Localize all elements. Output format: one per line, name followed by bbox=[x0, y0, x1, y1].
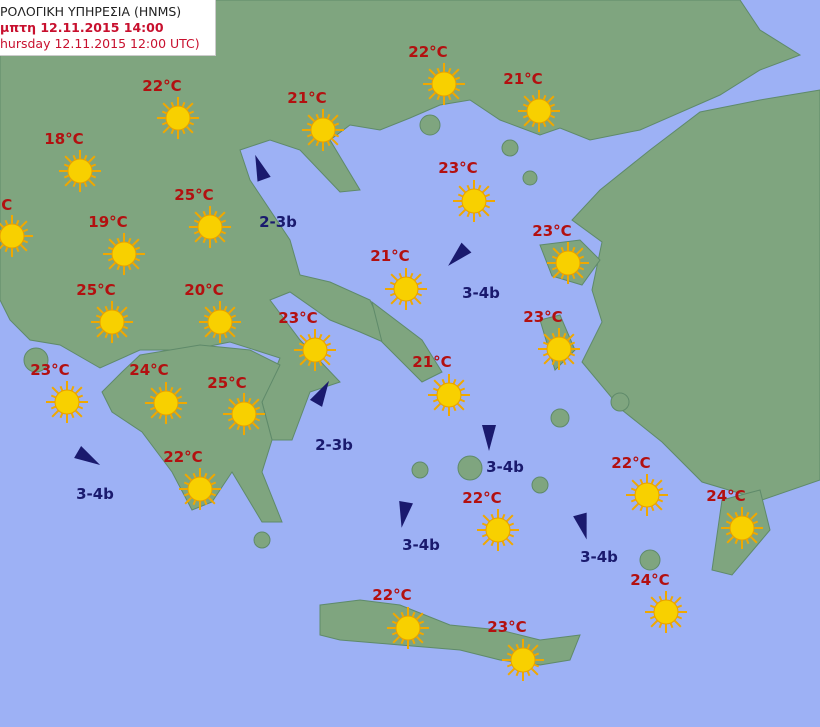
island bbox=[23, 347, 49, 373]
wind-force-label: 3-4b bbox=[402, 536, 440, 554]
temperature-label: 23°C bbox=[278, 309, 318, 327]
temperature-label: 25°C bbox=[76, 281, 116, 299]
map-header: ΡΟΛΟΓΙΚΗ ΥΠΗΡΕΣΙΑ (HNMS) μπτη 12.11.2015… bbox=[0, 0, 216, 56]
wind-arrow-icon bbox=[474, 422, 504, 452]
wind-arrow-icon bbox=[245, 153, 275, 183]
sun-icon bbox=[301, 108, 345, 152]
land-peloponnese bbox=[101, 344, 283, 523]
wind-arrow-icon bbox=[568, 511, 598, 541]
sun-icon bbox=[222, 392, 266, 436]
temperature-label: 23°C bbox=[438, 159, 478, 177]
temperature-label: 23°C bbox=[30, 361, 70, 379]
agency-title: ΡΟΛΟΓΙΚΗ ΥΠΗΡΕΣΙΑ (HNMS) bbox=[0, 4, 182, 19]
sun-icon bbox=[384, 267, 428, 311]
sun-icon bbox=[386, 606, 430, 650]
sun-icon bbox=[293, 328, 337, 372]
temperature-label: 21°C bbox=[503, 70, 543, 88]
sun-icon bbox=[517, 89, 561, 133]
sun-icon bbox=[188, 205, 232, 249]
temperature-label: 25°C bbox=[174, 186, 214, 204]
sun-icon bbox=[537, 327, 581, 371]
sun-icon bbox=[427, 373, 471, 417]
sun-icon bbox=[90, 300, 134, 344]
wind-force-label: 3-4b bbox=[580, 548, 618, 566]
island bbox=[501, 139, 519, 157]
sun-icon bbox=[422, 62, 466, 106]
wind-force-label: 3-4b bbox=[486, 458, 524, 476]
island bbox=[531, 476, 549, 494]
temperature-label: 23°C bbox=[532, 222, 572, 240]
temperature-label: 23°C bbox=[487, 618, 527, 636]
island bbox=[550, 408, 570, 428]
sun-icon bbox=[476, 508, 520, 552]
sun-icon bbox=[198, 300, 242, 344]
temperature-label: 22°C bbox=[611, 454, 651, 472]
land-evia bbox=[371, 300, 443, 383]
sun-icon bbox=[102, 232, 146, 276]
temperature-label: 22°C bbox=[408, 43, 448, 61]
temperature-label: 22°C bbox=[462, 489, 502, 507]
temperature-label: 22°C bbox=[163, 448, 203, 466]
island bbox=[610, 392, 630, 412]
island bbox=[639, 549, 661, 571]
island bbox=[411, 461, 429, 479]
utc-datetime: hursday 12.11.2015 12:00 UTC) bbox=[0, 36, 200, 51]
land-mainland bbox=[0, 0, 802, 441]
temperature-label: 25°C bbox=[207, 374, 247, 392]
temperature-label: 23°C bbox=[523, 308, 563, 326]
island bbox=[253, 531, 271, 549]
sun-icon bbox=[45, 380, 89, 424]
wind-arrow-icon bbox=[443, 241, 473, 271]
temperature-label: 18°C bbox=[44, 130, 84, 148]
temperature-label: 21°C bbox=[370, 247, 410, 265]
sun-icon bbox=[156, 96, 200, 140]
sun-icon bbox=[625, 473, 669, 517]
temperature-label: 21°C bbox=[287, 89, 327, 107]
sun-icon bbox=[144, 381, 188, 425]
temperature-label: 20°C bbox=[184, 281, 224, 299]
island bbox=[419, 114, 441, 136]
wind-force-label: 3-4b bbox=[462, 284, 500, 302]
sun-icon bbox=[644, 590, 688, 634]
land-crete bbox=[319, 599, 581, 666]
temperature-label: °C bbox=[0, 196, 13, 214]
temperature-label: 19°C bbox=[88, 213, 128, 231]
temperature-label: 24°C bbox=[706, 487, 746, 505]
wind-arrow-icon bbox=[73, 443, 103, 473]
sun-icon bbox=[501, 638, 545, 682]
temperature-label: 24°C bbox=[129, 361, 169, 379]
wind-arrow-icon bbox=[307, 378, 337, 408]
local-datetime: μπτη 12.11.2015 14:00 bbox=[0, 20, 164, 35]
wind-force-label: 2-3b bbox=[315, 436, 353, 454]
wind-arrow-icon bbox=[389, 499, 419, 529]
sun-icon bbox=[58, 149, 102, 193]
temperature-label: 22°C bbox=[142, 77, 182, 95]
sun-icon bbox=[546, 241, 590, 285]
wind-force-label: 2-3b bbox=[259, 213, 297, 231]
sun-icon bbox=[178, 467, 222, 511]
sun-icon bbox=[720, 506, 764, 550]
temperature-label: 21°C bbox=[412, 353, 452, 371]
island bbox=[457, 455, 483, 481]
land-turkey bbox=[571, 89, 820, 501]
sun-icon bbox=[0, 214, 34, 258]
island bbox=[522, 170, 538, 186]
temperature-label: 24°C bbox=[630, 571, 670, 589]
wind-force-label: 3-4b bbox=[76, 485, 114, 503]
sun-icon bbox=[452, 179, 496, 223]
temperature-label: 22°C bbox=[372, 586, 412, 604]
